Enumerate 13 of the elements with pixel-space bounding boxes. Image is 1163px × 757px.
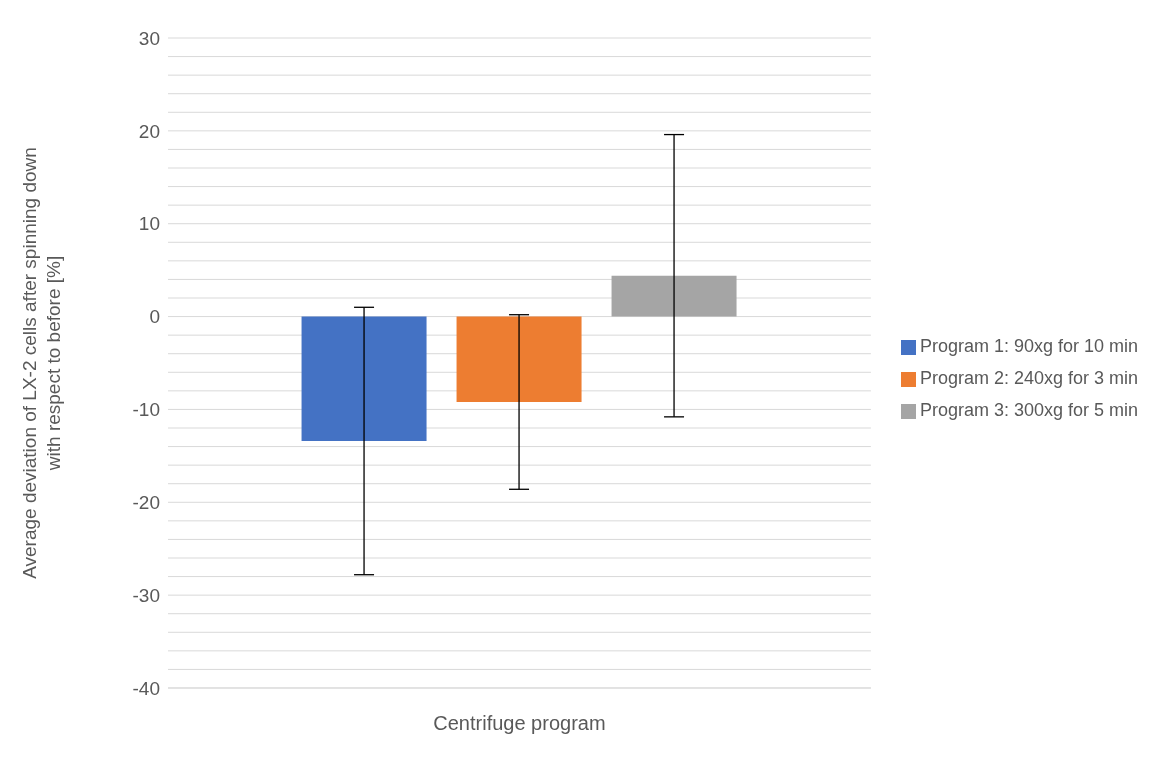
- y-tick-label: 30: [138, 27, 160, 49]
- y-tick-label: -20: [132, 492, 160, 514]
- y-tick-label: 20: [138, 120, 160, 142]
- y-tick-label: -10: [132, 399, 160, 421]
- legend-label: Program 2: 240xg for 3 min: [919, 368, 1138, 388]
- y-tick-label: 10: [138, 213, 160, 235]
- legend-label: Program 3: 300xg for 5 min: [919, 400, 1138, 420]
- legend-label: Program 1: 90xg for 10 min: [919, 336, 1138, 356]
- y-tick-label: 0: [149, 306, 160, 328]
- x-axis-title: Centrifuge program: [433, 712, 606, 734]
- y-tick-label: -30: [132, 584, 160, 606]
- y-axis-title: Average deviation of LX-2 cells after spinning down with respect to before [%]: [19, 147, 64, 579]
- y-tick-label: -40: [132, 677, 160, 699]
